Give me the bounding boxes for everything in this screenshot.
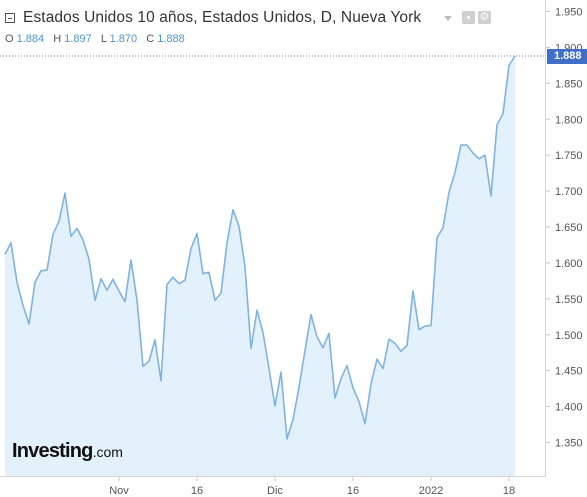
eye-icon[interactable] [462, 11, 475, 24]
logo-suffix: .com [92, 444, 123, 460]
ohlc-low-value: 1.870 [109, 33, 138, 45]
y-tick-label: 1.800 [555, 114, 583, 126]
y-tick-label: 1.400 [555, 402, 583, 414]
area-fill [5, 56, 515, 476]
ohlc-high-value: 1.897 [64, 33, 92, 45]
ohlc-open-value: 1.884 [16, 33, 45, 45]
ohlc-readout: O 1.884 H 1.897 L 1.870 C 1.888 [5, 33, 191, 45]
ohlc-open-label: O [5, 33, 14, 45]
x-tick-label: 18 [503, 485, 515, 497]
last-price-badge: 1.888 [547, 49, 587, 64]
x-tick-label: Dic [267, 485, 283, 497]
investing-logo: Investing.com [12, 440, 123, 463]
price-axis-line [545, 0, 546, 477]
chart-title: Estados Unidos 10 años, Estados Unidos, … [23, 9, 422, 26]
x-tick-label: 16 [347, 485, 359, 497]
price-series-line [4, 55, 516, 440]
y-tick-label: 1.950 [555, 7, 583, 19]
chart-header: Estados Unidos 10 años, Estados Unidos, … [0, 0, 545, 46]
settings-icon[interactable]: ⚙ [478, 11, 491, 24]
y-tick-label: 1.600 [555, 258, 583, 270]
x-tick-label: 16 [191, 485, 203, 497]
y-tick-label: 1.850 [555, 78, 583, 90]
y-tick-label: 1.700 [555, 186, 583, 198]
x-tick-label: Nov [109, 485, 129, 497]
x-tick-label: 2022 [419, 485, 443, 497]
ohlc-low-label: L [100, 33, 107, 45]
ohlc-high-label: H [53, 33, 62, 45]
y-tick-label: 1.350 [555, 438, 583, 450]
y-tick-label: 1.550 [555, 294, 583, 306]
ohlc-close-label: C [146, 33, 155, 45]
ohlc-close-value: 1.888 [157, 33, 185, 45]
collapse-icon[interactable] [5, 13, 15, 23]
logo-text: Investing [12, 440, 93, 462]
y-tick-label: 1.450 [555, 366, 583, 378]
y-tick-label: 1.650 [555, 222, 583, 234]
y-tick-label: 1.500 [555, 330, 583, 342]
y-tick-label: 1.750 [555, 150, 583, 162]
dropdown-icon[interactable] [444, 16, 452, 21]
time-axis-line [0, 476, 546, 477]
